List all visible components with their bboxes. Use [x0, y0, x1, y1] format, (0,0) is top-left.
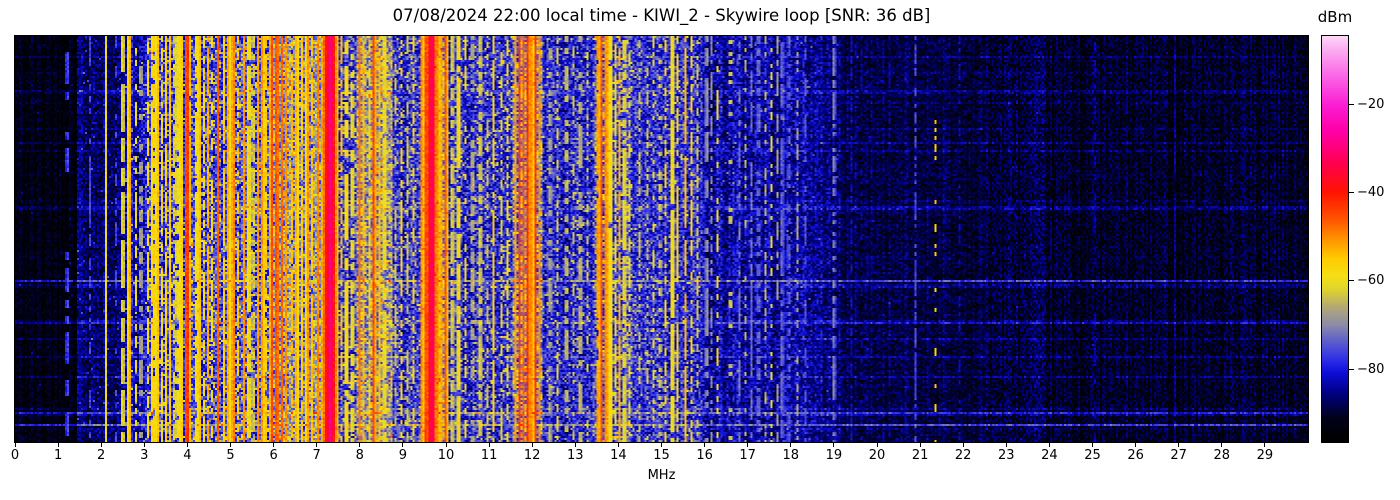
colorbar-title: dBm [1317, 8, 1353, 26]
x-axis-tick [1092, 442, 1093, 447]
x-axis-tick [661, 442, 662, 447]
x-axis-tick-label: 5 [226, 448, 235, 463]
colorbar-tick [1349, 103, 1354, 105]
x-axis-tick-label: 6 [269, 448, 278, 463]
colorbar-tick-label: −20 [1357, 96, 1385, 112]
x-axis-tick [445, 442, 447, 447]
x-axis-tick-label: 18 [782, 448, 800, 463]
x-axis-tick [359, 442, 361, 447]
colorbar-tick-label: −80 [1357, 361, 1385, 377]
x-axis-label: MHz [647, 468, 676, 483]
x-axis-tick-label: 2 [97, 448, 106, 463]
x-axis-tick-label: 12 [523, 448, 541, 463]
x-axis-tick [1005, 442, 1007, 447]
x-axis-tick [273, 442, 275, 447]
x-axis-tick [747, 442, 749, 447]
colorbar-tick [1349, 368, 1354, 370]
chart-title: 07/08/2024 22:00 local time - KIWI_2 - S… [392, 6, 931, 25]
colorbar-tick [1349, 192, 1354, 194]
x-axis-tick [919, 442, 921, 447]
x-axis-tick [186, 442, 188, 447]
x-axis-tick-label: 23 [998, 448, 1015, 463]
x-axis-tick-label: 1 [53, 448, 63, 463]
x-axis-tick [402, 442, 404, 447]
x-axis-tick [1178, 442, 1180, 447]
x-axis-tick-label: 15 [653, 448, 670, 463]
x-axis-tick [57, 442, 59, 447]
x-axis-tick-label: 24 [1041, 448, 1058, 463]
x-axis-tick [704, 442, 706, 447]
x-axis-tick [531, 442, 533, 447]
colorbar-tick [1349, 280, 1354, 282]
colorbar-tick-label: −60 [1357, 273, 1385, 289]
x-axis-tick-label: 29 [1256, 448, 1274, 463]
x-axis-tick-label: 22 [954, 448, 972, 463]
x-axis-tick-label: 25 [1084, 448, 1101, 463]
x-axis-tick [617, 442, 619, 447]
x-axis-tick-label: 16 [696, 448, 713, 463]
colorbar-tick-label: −40 [1357, 185, 1385, 201]
x-axis-tick-label: 0 [10, 448, 20, 463]
x-axis-tick [100, 442, 102, 447]
x-axis-tick-label: 17 [739, 448, 756, 463]
colorbar-canvas [1322, 36, 1348, 442]
x-axis-tick-label: 19 [825, 448, 843, 463]
x-axis-tick-label: 9 [398, 448, 408, 463]
waterfall-plot-area [14, 35, 1309, 443]
x-axis-tick-label: 4 [183, 448, 192, 463]
x-axis-tick-label: 20 [868, 448, 886, 463]
x-axis-tick [1135, 442, 1137, 447]
x-axis-tick [790, 442, 792, 447]
x-axis-tick-label: 14 [610, 448, 627, 463]
x-axis-tick [230, 442, 231, 447]
x-axis-tick [14, 442, 16, 447]
x-axis-tick [488, 442, 490, 447]
x-axis-tick-label: 21 [911, 448, 929, 463]
x-axis-tick-label: 7 [312, 448, 321, 463]
x-axis-tick [833, 442, 835, 447]
x-axis-tick [1048, 442, 1050, 447]
x-axis-tick-label: 10 [437, 448, 455, 463]
spectrogram-canvas [15, 36, 1308, 442]
x-axis-tick [143, 442, 145, 447]
x-axis-tick-label: 27 [1170, 448, 1187, 463]
x-axis-tick-label: 11 [480, 448, 498, 463]
x-axis-tick-label: 8 [355, 448, 364, 463]
x-axis-tick [574, 442, 576, 447]
x-axis-tick [316, 442, 318, 447]
x-axis-tick-label: 26 [1127, 448, 1144, 463]
x-axis-tick [962, 442, 964, 447]
x-axis-tick [1264, 442, 1266, 447]
colorbar [1321, 35, 1349, 443]
x-axis-tick-label: 13 [567, 448, 584, 463]
x-axis-tick [1221, 442, 1223, 447]
x-axis-tick-label: 28 [1213, 448, 1231, 463]
x-axis-tick [876, 442, 878, 447]
x-axis-tick-label: 3 [140, 448, 149, 463]
